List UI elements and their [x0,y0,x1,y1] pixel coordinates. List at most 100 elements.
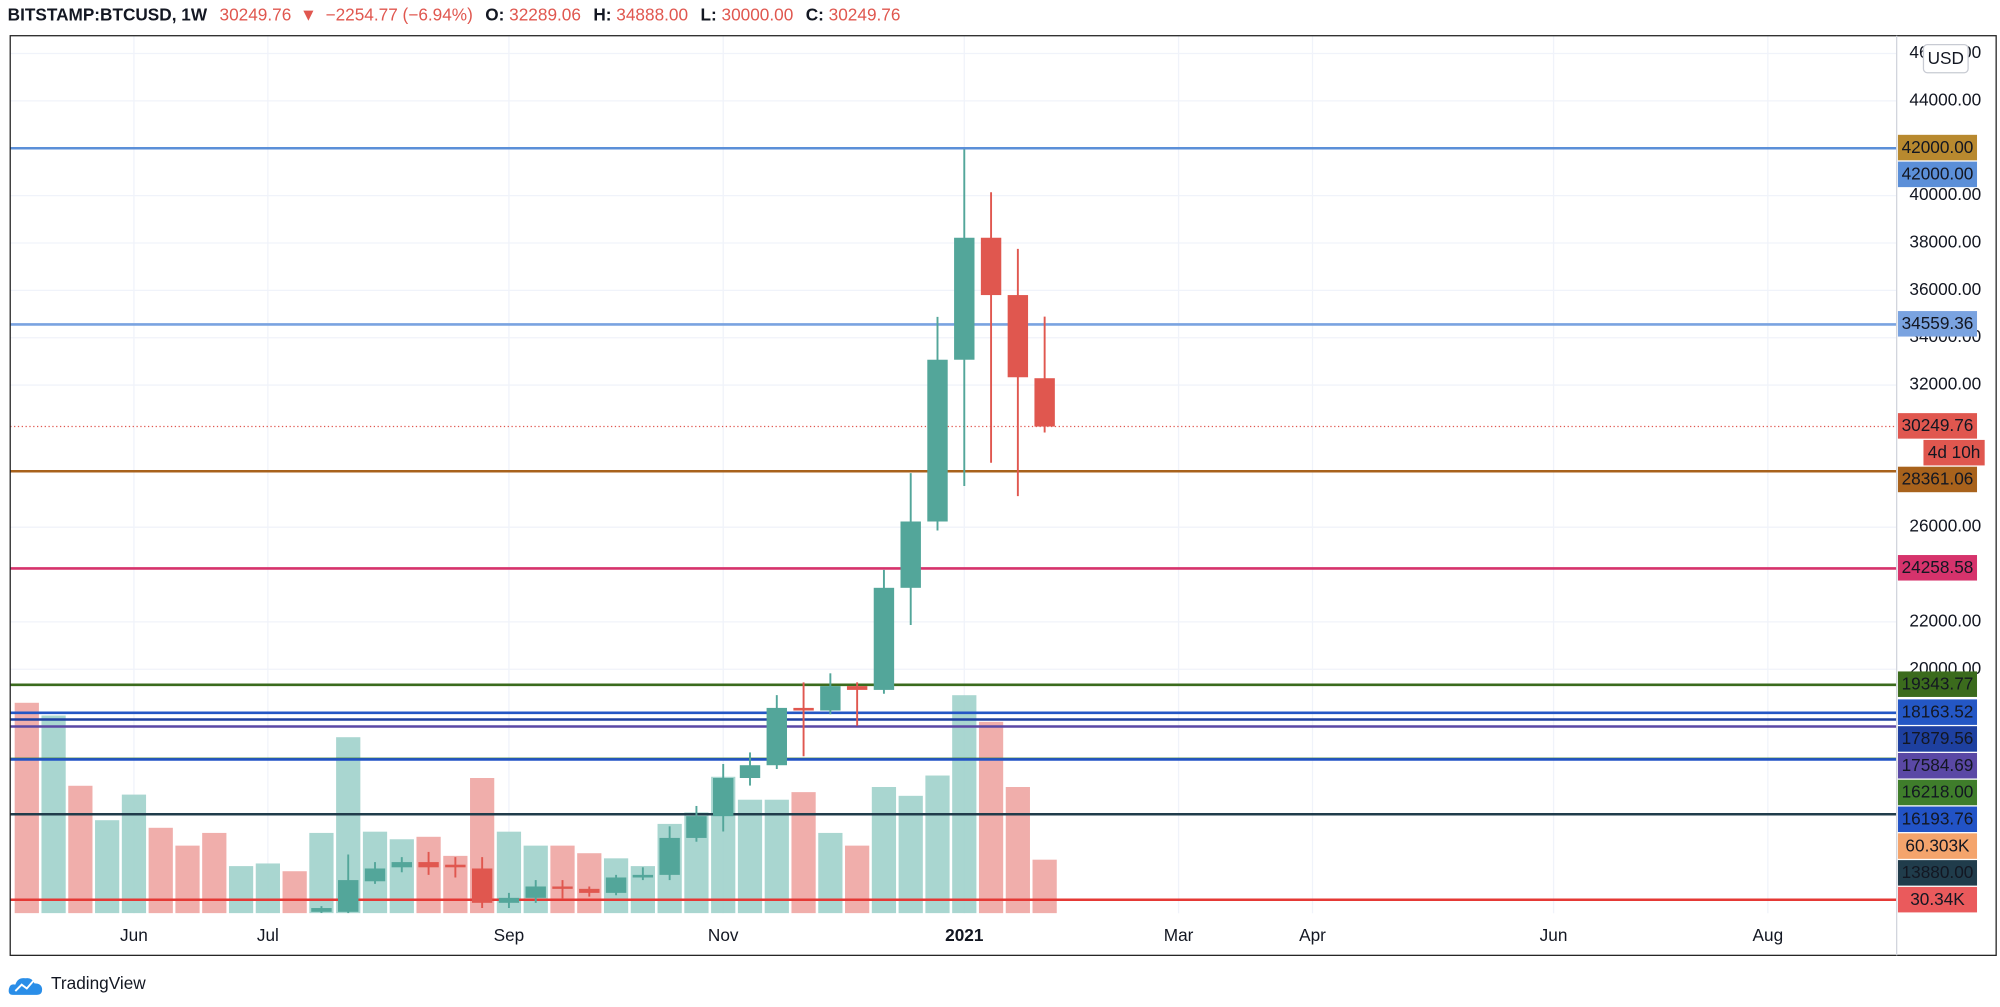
brand: TradingView [8,973,146,995]
candle-body [713,778,734,817]
volume-bar [818,832,843,914]
volume-bar [925,775,950,914]
volume-bar [791,792,816,914]
level-label: 42000.00 [1902,164,1974,184]
volume-label-bg [1897,886,1978,913]
candle-body [579,888,600,893]
field-key: L: [701,4,717,24]
volume-bar [228,866,254,914]
level-label: 17879.56 [1902,728,1974,748]
candle-body [980,237,1002,296]
volume-bar [282,871,307,914]
candle-body [311,908,332,912]
level-label-bg [1897,860,1978,886]
volume-bar [121,794,147,914]
volume-bar [202,832,227,914]
volume-label-bg [1897,833,1978,859]
level-label-bg [1897,671,1978,697]
currency-badge-bg [1922,44,1969,74]
currency: USD [1928,48,1964,68]
plot-area [10,146,1897,914]
x-tick-label: Apr [1299,925,1326,945]
field-value: 34888.00 [616,4,688,24]
currency-badge[interactable]: USD [1922,44,1969,74]
candle-body [659,837,680,875]
x-tick-label: Mar [1164,925,1194,945]
volume-bar [14,702,39,914]
legend-header: BITSTAMP:BTCUSD, 1W 30249.76 ▼ −2254.77 … [8,4,901,24]
y-tick-label: 38000.00 [1909,232,1981,252]
candle-body [364,868,386,882]
volume-bar [845,845,870,914]
level-label-bg [1897,726,1978,752]
candle-body [605,877,627,893]
level-label-bg [1897,134,1978,161]
y-tick-label: 40000.00 [1909,184,1981,204]
level-label: 42000.00 [1902,137,1974,157]
candle-body [445,864,466,868]
x-tick-label: Aug [1753,925,1784,945]
last-price-label: 30249.76 [1902,415,1974,435]
candle-body [391,862,412,868]
candle-body [525,886,546,898]
candle-body [793,707,814,711]
candle-body [900,521,921,588]
candle-body [471,868,493,903]
volume-label: 60.303K [1905,835,1970,855]
y-tick-label: 32000.00 [1909,374,1981,394]
level-label-bg [1897,311,1978,337]
level-label: 17584.69 [1902,755,1974,775]
y-tick-label: 22000.00 [1909,610,1981,630]
volume-bar [523,845,548,914]
volume-bar [871,787,897,914]
field-key: O: [485,4,504,24]
level-label: 13880.00 [1902,862,1974,882]
candle-body [1007,295,1029,378]
candle-body [873,587,895,690]
volume-bar [68,785,93,914]
price-labels: 42000.00 42000.00 34559.36 30249.76 4d 10h 28… [1897,134,1985,913]
level-label-bg [1897,466,1978,493]
level-label: 34559.36 [1902,313,1974,333]
level-label: 16218.00 [1902,782,1974,802]
change: −2254.77 (−6.94%) [326,4,473,24]
symbol: BITSTAMP:BTCUSD, 1W [8,4,208,24]
x-tick-label: Jun [1540,925,1568,945]
level-label-bg [1897,779,1978,806]
volume-bar [1005,787,1030,914]
candle-body [552,886,573,889]
chart-frame [9,35,1997,956]
x-tick-label: 2021 [945,925,984,945]
brand-logo-line [14,978,36,992]
volume-bar [737,799,763,914]
x-tick-label: Jun [120,925,148,945]
candle-body [686,816,707,838]
x-tick-label: Sep [494,925,525,945]
volume-bar [309,832,334,914]
candle-body [338,880,359,912]
field-key: C: [806,4,824,24]
candle-body [418,862,439,868]
direction-arrow: ▼ [300,4,317,24]
volume-bar [416,836,441,914]
last-price-label-bg [1897,413,1978,439]
field-value: 32289.06 [509,4,581,24]
volume-label: 30.34K [1910,889,1965,909]
level-label-bg [1897,752,1978,779]
volume-bar [1032,859,1057,914]
y-tick-label: 26000.00 [1909,516,1981,536]
level-label: 24258.58 [1902,557,1974,577]
y-tick-label: 36000.00 [1909,279,1981,299]
level-label: 18163.52 [1902,701,1974,721]
candle-body [846,686,868,690]
level-label-bg [1897,806,1978,833]
level-label: 28361.06 [1902,469,1974,489]
countdown-label-bg [1923,439,1985,466]
volume-bar [764,799,789,914]
volume-bar [952,695,977,914]
candle-body [498,897,520,903]
candle-body [632,874,654,878]
candle-body [820,686,841,711]
